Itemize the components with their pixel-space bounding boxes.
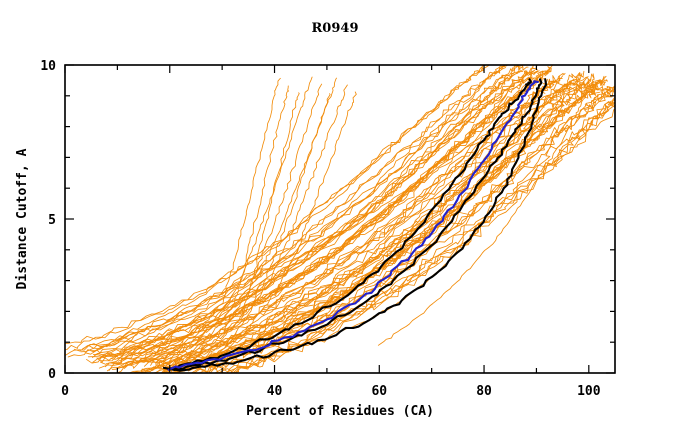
curve-orange-outlier	[106, 77, 281, 372]
x-axis-label: Percent of Residues (CA)	[246, 404, 434, 419]
y-axis-ticks	[65, 64, 615, 374]
x-tick-label: 0	[61, 384, 69, 399]
curve-orange-outlier	[115, 85, 290, 373]
curve-orange	[150, 70, 585, 366]
curve-orange	[123, 75, 563, 368]
curve-orange	[65, 65, 488, 345]
curve-orange-outlier	[120, 83, 323, 373]
y-axis-label: Distance Cutoff, A	[15, 148, 30, 289]
curve-orange	[84, 65, 524, 355]
curve-orange	[192, 99, 615, 373]
y-tick-label: 10	[40, 59, 56, 74]
curve-orange	[170, 75, 607, 373]
curve-orange	[91, 71, 521, 358]
x-tick-label: 100	[577, 384, 601, 399]
curve-orange	[90, 65, 524, 352]
curve-orange-outlier	[125, 84, 348, 373]
x-axis-tick-labels: 0 20 40 60 80 100	[61, 384, 601, 399]
curve-orange-outlier	[111, 76, 313, 370]
curves-layer	[64, 64, 616, 374]
x-tick-label: 60	[371, 384, 387, 399]
curve-orange	[146, 72, 582, 363]
curve-orange	[154, 76, 579, 369]
curve-orange	[167, 79, 606, 373]
curve-orange	[80, 65, 508, 353]
curve-orange	[102, 65, 538, 357]
curve-black-reference	[162, 78, 532, 370]
y-axis-tick-labels: 0 5 10	[40, 59, 56, 382]
y-tick-label: 5	[48, 213, 56, 228]
x-tick-label: 80	[476, 384, 492, 399]
curve-blue-reference	[167, 80, 539, 371]
curve-black-reference	[173, 78, 548, 372]
x-tick-label: 20	[162, 384, 178, 399]
axes-layer: 0 20 40 60 80 100 0 5 10	[40, 59, 616, 399]
x-tick-label: 40	[267, 384, 283, 399]
x-axis-ticks	[64, 65, 590, 373]
curve-black-reference	[168, 78, 543, 371]
curve-orange-outlier	[377, 77, 595, 346]
curve-orange-outlier	[221, 76, 589, 295]
curve-orange-outlier	[116, 77, 337, 369]
curve-orange	[104, 72, 549, 368]
curve-orange	[173, 79, 608, 367]
curve-orange	[73, 65, 509, 352]
y-tick-label: 0	[48, 367, 56, 382]
curve-orange	[152, 78, 591, 370]
chart-title: R0949	[312, 21, 359, 36]
curve-orange	[108, 75, 546, 371]
